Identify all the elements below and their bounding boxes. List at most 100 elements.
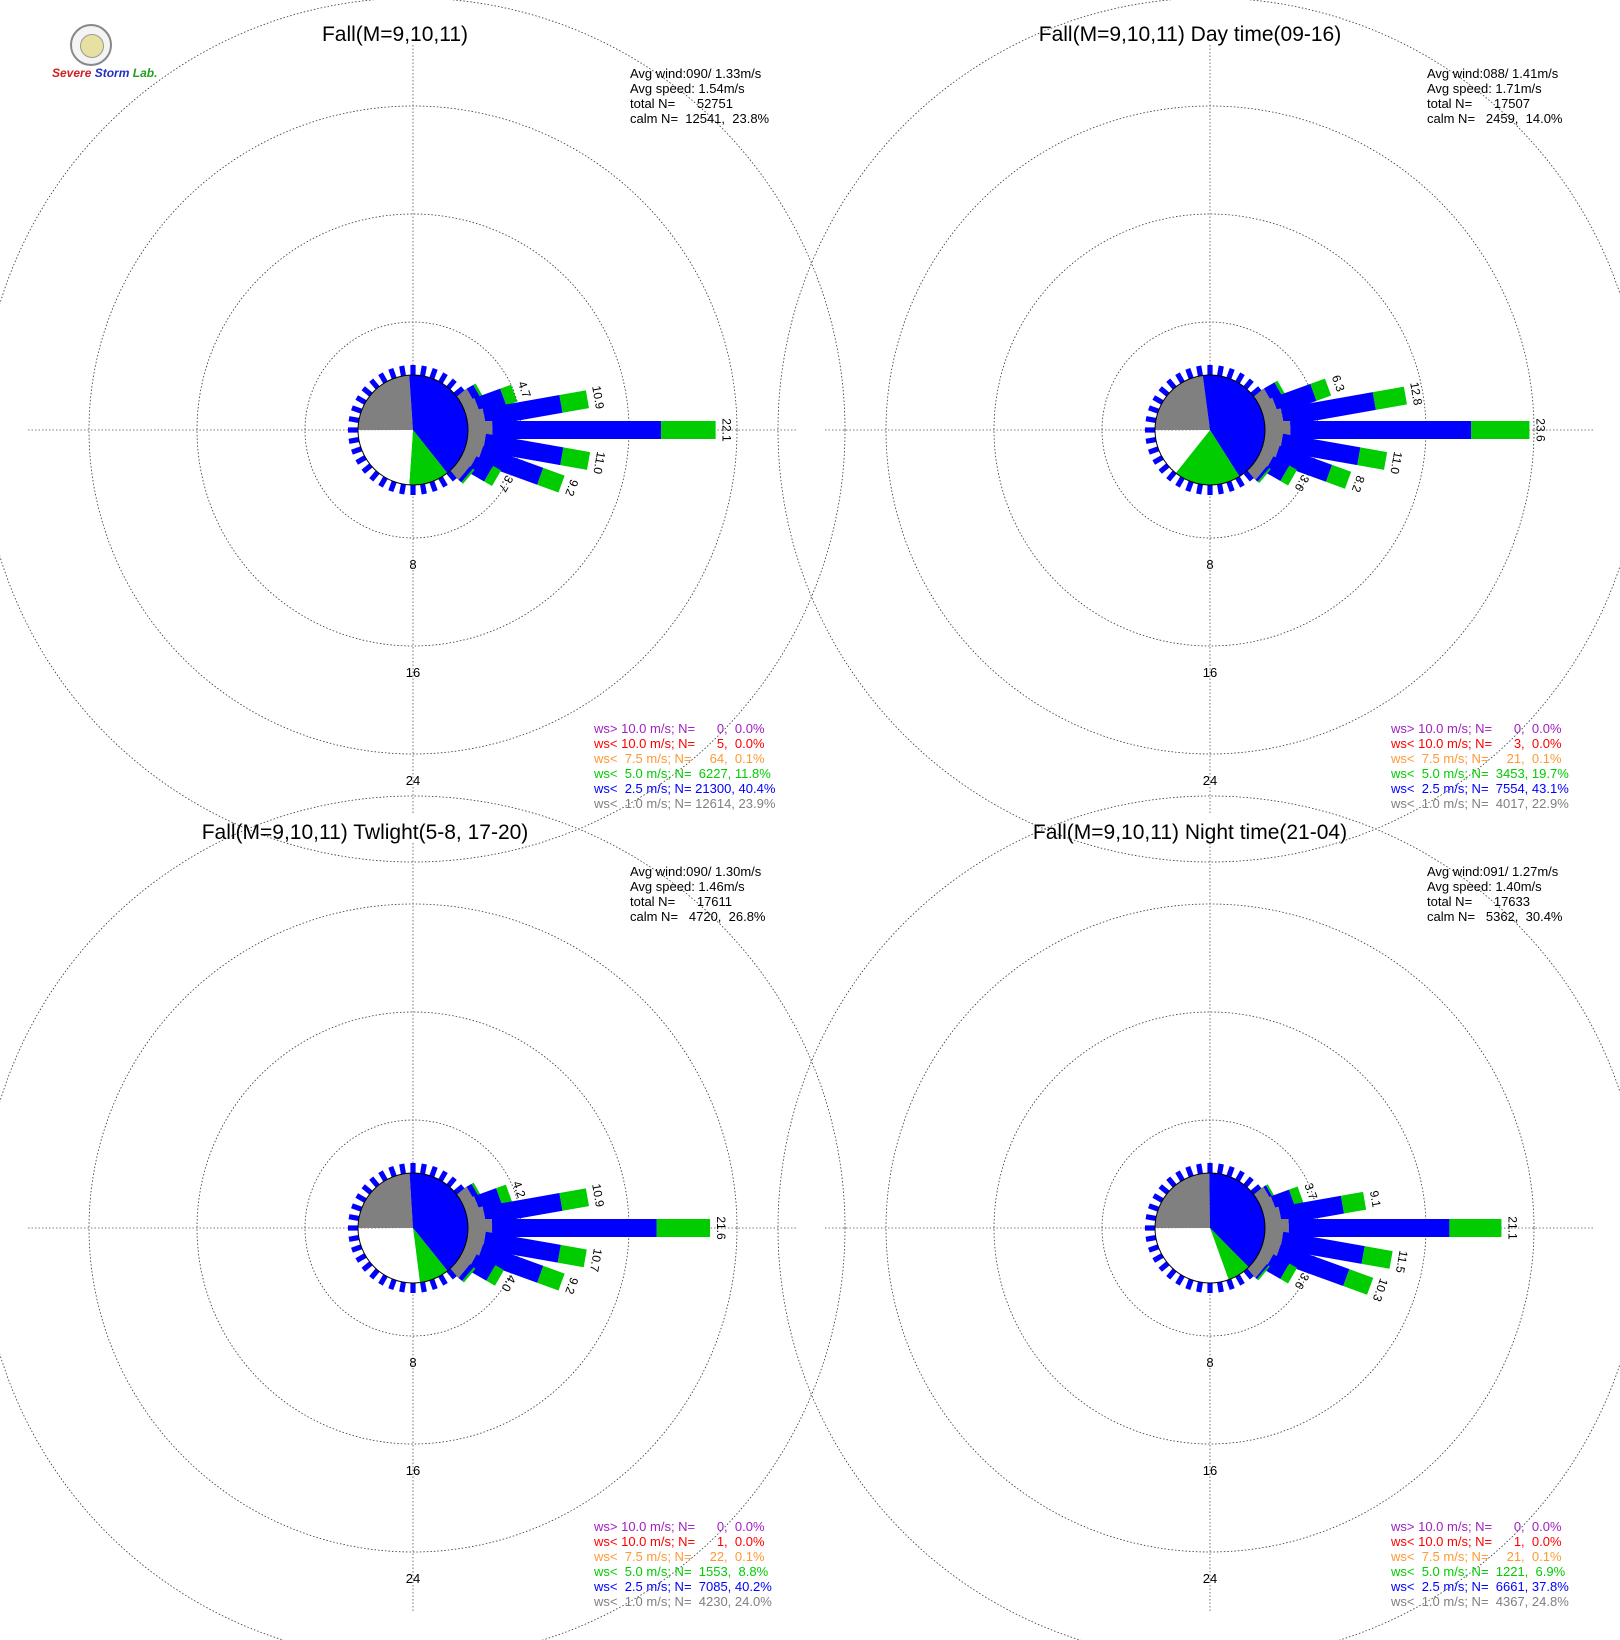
panel-title: Fall(M=9,10,11): [322, 23, 468, 46]
panel-title: Fall(M=9,10,11) Day time(09-16): [1039, 23, 1341, 46]
petal-segment-lt2-5: [1279, 433, 1361, 466]
petal-stub: [1243, 1176, 1254, 1188]
petal-stub: [1158, 1184, 1170, 1195]
legend-entry-ws_gt_10: ws> 10.0 m/s; N= 0, 0.0%: [1390, 721, 1562, 736]
petal-segment-lt2-5: [1281, 392, 1376, 427]
petal-stub: [351, 1244, 363, 1253]
stats-line: total N= 17633: [1427, 894, 1530, 909]
legend-entry-ws_lt_5: ws< 5.0 m/s; N= 1221, 6.9%: [1390, 1564, 1566, 1579]
ring-label: 8: [409, 1355, 416, 1370]
petal-stub: [1145, 427, 1155, 433]
petal-stub: [388, 368, 397, 380]
ring-label: 24: [406, 1571, 420, 1586]
petal-label: 11.0: [590, 451, 608, 476]
petal-segment-lt2-5: [1290, 421, 1472, 439]
petal-stub: [1185, 1278, 1194, 1290]
petal-stub: [1166, 470, 1177, 482]
petal-stub: [410, 1163, 416, 1173]
petal-stub: [419, 365, 427, 377]
petal-segment-lt5: [1372, 386, 1407, 410]
petal-stub: [348, 427, 358, 433]
petal-segment-lt2-5: [1264, 456, 1290, 482]
ring-label: 16: [406, 1463, 420, 1478]
petal-segment-lt5: [496, 1184, 512, 1206]
petal-stub: [1158, 386, 1170, 397]
ring-label: 8: [1206, 557, 1213, 572]
petal-stub: [1207, 1283, 1213, 1293]
petal-segment-lt2-5: [467, 1254, 496, 1281]
legend-entry-ws_lt_10: ws< 10.0 m/s; N= 1, 0.0%: [593, 1534, 765, 1549]
petal-segment-lt5: [1280, 1263, 1298, 1284]
petal-stub: [1158, 463, 1170, 474]
legend-entry-ws_lt_7_5: ws< 7.5 m/s; N= 22, 0.1%: [593, 1549, 765, 1564]
petal-stub: [453, 386, 465, 397]
ring-label: 24: [1203, 773, 1217, 788]
petal-segment-lt2-5: [1255, 1264, 1269, 1280]
legend-entry-ws_lt_5: ws< 5.0 m/s; N= 6227, 11.8%: [593, 766, 771, 781]
petal-stub: [399, 483, 407, 495]
petal-stub: [438, 1170, 448, 1182]
pie-outline: [1154, 374, 1266, 486]
pie-slice-ws_lt_1: [1155, 1173, 1210, 1228]
petal-segment-lt5: [1357, 447, 1388, 470]
petal-stub: [1216, 1163, 1224, 1175]
ring-label: 24: [1203, 1571, 1217, 1586]
ring-label: 16: [1203, 1463, 1217, 1478]
petal-label: 3.7: [496, 473, 517, 495]
stats-line: Avg speed: 1.46m/s: [630, 879, 745, 894]
petal-segment-lt5: [537, 467, 565, 493]
petal-segment-lt2-5: [1273, 445, 1333, 482]
petal-stub: [446, 1268, 457, 1280]
stats-line: Avg speed: 1.71m/s: [1427, 81, 1542, 96]
petal-label: 4.7: [515, 379, 534, 400]
petal-segment-lt5: [1274, 380, 1287, 398]
petal-segment-lt2-5: [1288, 1219, 1450, 1237]
pie-slice-ws_lt_1: [358, 1173, 413, 1228]
petal-stub: [378, 372, 388, 384]
petal-segment-lt2-5: [467, 456, 494, 482]
pie-slice-ws_lt_5: [413, 1228, 448, 1283]
petal-label: 3.7: [1301, 1181, 1320, 1202]
petal-stub: [446, 1176, 457, 1188]
legend-entry-ws_lt_10: ws< 10.0 m/s; N= 3, 0.0%: [1390, 736, 1562, 751]
petal-stub: [399, 1281, 407, 1293]
petal-stub: [351, 446, 363, 455]
petal-stub: [453, 1184, 465, 1195]
petal-stub: [446, 378, 457, 390]
petal-segment-lt1: [449, 1256, 471, 1278]
petal-label: 22.1: [719, 418, 733, 442]
petal-label: 6.3: [1329, 373, 1348, 394]
petal-label: 10.9: [589, 385, 607, 411]
legend-entry-ws_lt_10: ws< 10.0 m/s; N= 1, 0.0%: [1390, 1534, 1562, 1549]
petal-stub: [1250, 1184, 1262, 1195]
petal-segment-lt5: [559, 1188, 590, 1211]
legend-entry-ws_lt_5: ws< 5.0 m/s; N= 3453, 19.7%: [1390, 766, 1569, 781]
petal-stub: [348, 436, 360, 444]
stats-line: Avg speed: 1.40m/s: [1427, 879, 1542, 894]
petal-segment-lt5: [559, 390, 590, 413]
petal-label: 4.2: [510, 1179, 529, 1200]
petal-label: 21.1: [1505, 1216, 1519, 1240]
petal-stub: [361, 463, 373, 474]
petal-stub: [1145, 1214, 1157, 1222]
legend-entry-ws_lt_7_5: ws< 7.5 m/s; N= 21, 0.1%: [1390, 1549, 1562, 1564]
petal-stub: [378, 476, 388, 488]
legend-entry-ws_gt_10: ws> 10.0 m/s; N= 0, 0.0%: [1390, 1519, 1562, 1534]
petal-stub: [1235, 476, 1245, 488]
petal-label: 10.3: [1370, 1277, 1391, 1304]
petal-stub: [348, 416, 360, 424]
petal-stub: [410, 485, 416, 495]
petal-segment-lt5: [560, 447, 591, 470]
petal-stub: [355, 1193, 367, 1203]
petal-label: 4.0: [498, 1273, 519, 1295]
petal-stub: [1185, 1166, 1194, 1178]
university-seal-icon: [70, 24, 112, 66]
petal-stub: [1152, 1193, 1164, 1203]
petal-stub: [355, 455, 367, 465]
grid-ring: [0, 795, 846, 1640]
pie-slice-ws_lt_5: [409, 430, 448, 485]
windrose-panel-3: 8 16 24 4.2 10.9 21.6 10.7 9.2 4.0 Fall(M=9,10,11…: [0, 795, 846, 1640]
petal-segment-lt5: [484, 465, 502, 487]
